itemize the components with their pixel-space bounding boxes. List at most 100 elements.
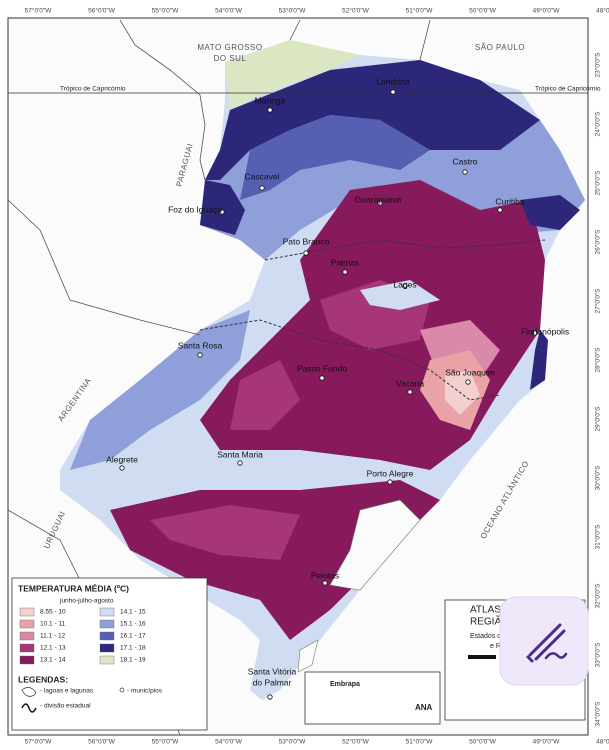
latitude-label: 29°0'0"S — [594, 406, 602, 432]
legend-swatch — [99, 619, 115, 629]
city-marker — [387, 479, 393, 485]
legend-label: 8.55 - 10 — [40, 609, 66, 616]
latitude-label: 23°0'0"S — [594, 52, 602, 78]
city-label: Maringá — [255, 95, 286, 105]
temperature-zone — [520, 195, 580, 230]
city-marker — [267, 107, 273, 113]
city-marker — [267, 694, 273, 700]
lagoon — [329, 499, 421, 591]
info-text: REGIÃO — [470, 615, 509, 628]
temperature-zone — [225, 40, 360, 110]
tropic-label: Trópico de Capricórnio — [60, 86, 126, 93]
city-marker — [259, 185, 265, 191]
latitude-label: 33°0'0"S — [594, 642, 602, 668]
state-border — [289, 19, 431, 61]
longitude-label: 53°0'0"W — [279, 738, 307, 746]
city-label: Guarapuava — [355, 194, 402, 204]
symbols-label: - divisão estadual — [40, 703, 91, 710]
latitude-label: 25°0'0"S — [594, 170, 602, 196]
city-marker — [219, 209, 225, 215]
city-label: Cascavel — [245, 171, 280, 181]
city-label: do Palmar — [253, 677, 292, 687]
longitude-label: 50°0'0"W — [469, 7, 497, 15]
border-symbol — [21, 703, 37, 713]
longitude-label: 52°0'0"W — [342, 7, 370, 15]
temperature-zone — [445, 370, 480, 415]
state-border — [264, 239, 546, 261]
city-marker — [402, 283, 408, 289]
legend-swatch — [99, 631, 115, 641]
symbols-title: LEGENDAS: — [18, 674, 68, 684]
latitude-label: 34°0'0"S — [594, 701, 602, 727]
city-label: Porto Alegre — [367, 468, 414, 478]
city-marker — [465, 379, 471, 385]
symbols-label: - municípios — [127, 688, 163, 695]
longitude-label: 53°0'0"W — [279, 7, 307, 15]
city-label: Lages — [393, 279, 416, 289]
longitude-label: 50°0'0"W — [469, 738, 497, 746]
legend-subtitle: junho-julho-agosto — [59, 598, 114, 605]
state-border — [199, 319, 501, 401]
longitude-label: 55°0'0"W — [152, 738, 180, 746]
longitude-label: 57°0'0"W — [25, 738, 53, 746]
city-label: São Joaquim — [445, 367, 495, 377]
city-label: Curitiba — [495, 196, 525, 206]
pen-icon — [544, 652, 568, 660]
city-label: Pelotas — [311, 570, 339, 580]
city-label: Castro — [452, 156, 477, 166]
city-marker — [532, 330, 538, 336]
latitude-label: 30°0'0"S — [594, 465, 602, 491]
city-marker — [322, 580, 328, 586]
legend-label: 16.1 - 17 — [120, 633, 146, 640]
city-label: Foz do Iguaçu — [168, 204, 222, 214]
longitude-label: 49°0'0"W — [533, 7, 561, 15]
longitude-label: 54°0'0"W — [215, 738, 243, 746]
city-label: Santa Maria — [217, 449, 263, 459]
region-label: DO SUL — [214, 54, 247, 63]
longitude-label: 56°0'0"W — [88, 7, 116, 15]
legend-title: TEMPERATURA MÉDIA (ºC) — [18, 583, 129, 593]
city-marker — [390, 89, 396, 95]
legend-swatch — [19, 655, 35, 665]
lagoon-symbol — [21, 687, 36, 697]
floating-button[interactable] — [499, 596, 589, 686]
city-label: Pato Branco — [283, 236, 330, 246]
city-marker — [342, 269, 348, 275]
legend-box — [11, 577, 208, 731]
longitude-label: 51°0'0"W — [406, 738, 434, 746]
latitude-label: 28°0'0"S — [594, 347, 602, 373]
city-label: Passo Fundo — [297, 363, 347, 373]
temperature-zone — [70, 310, 250, 470]
city-marker — [119, 465, 125, 471]
longitude-label: 55°0'0"W — [152, 7, 180, 15]
symbols-label: - lagoas e lagunas — [40, 688, 94, 695]
latitude-label: 26°0'0"S — [594, 229, 602, 255]
longitude-label: 56°0'0"W — [88, 738, 116, 746]
longitude-label: 48°0'0"W — [596, 738, 609, 746]
legend-swatch — [99, 643, 115, 653]
region-label: MATO GROSSO — [197, 43, 262, 52]
legend-label: 14.1 - 15 — [120, 609, 146, 616]
info-text: Estados do P — [470, 633, 512, 640]
temperature-zone — [240, 115, 430, 200]
city-marker — [237, 460, 243, 466]
temperature-zone — [230, 360, 300, 430]
city-marker — [197, 352, 203, 358]
city-label: Alegrete — [106, 454, 138, 464]
legend-swatch — [19, 631, 35, 641]
legend-label: 13.1 - 14 — [40, 657, 66, 664]
legend-label: 12.1 - 13 — [40, 645, 66, 652]
info-text: ATLAS C — [470, 605, 511, 616]
longitude-label: 52°0'0"W — [342, 738, 370, 746]
legend-swatch — [19, 607, 35, 617]
tropic-label: Trópico de Capricórnio — [535, 86, 601, 93]
longitude-label: 48°0'0"W — [596, 7, 609, 15]
city-marker — [377, 200, 383, 206]
legend-label: 17.1 - 18 — [120, 645, 146, 652]
longitude-label: 54°0'0"W — [215, 7, 243, 15]
pen-icon — [526, 623, 566, 663]
city-label: Londrina — [376, 76, 409, 86]
legend-swatch — [19, 643, 35, 653]
temperature-zone — [205, 60, 540, 180]
